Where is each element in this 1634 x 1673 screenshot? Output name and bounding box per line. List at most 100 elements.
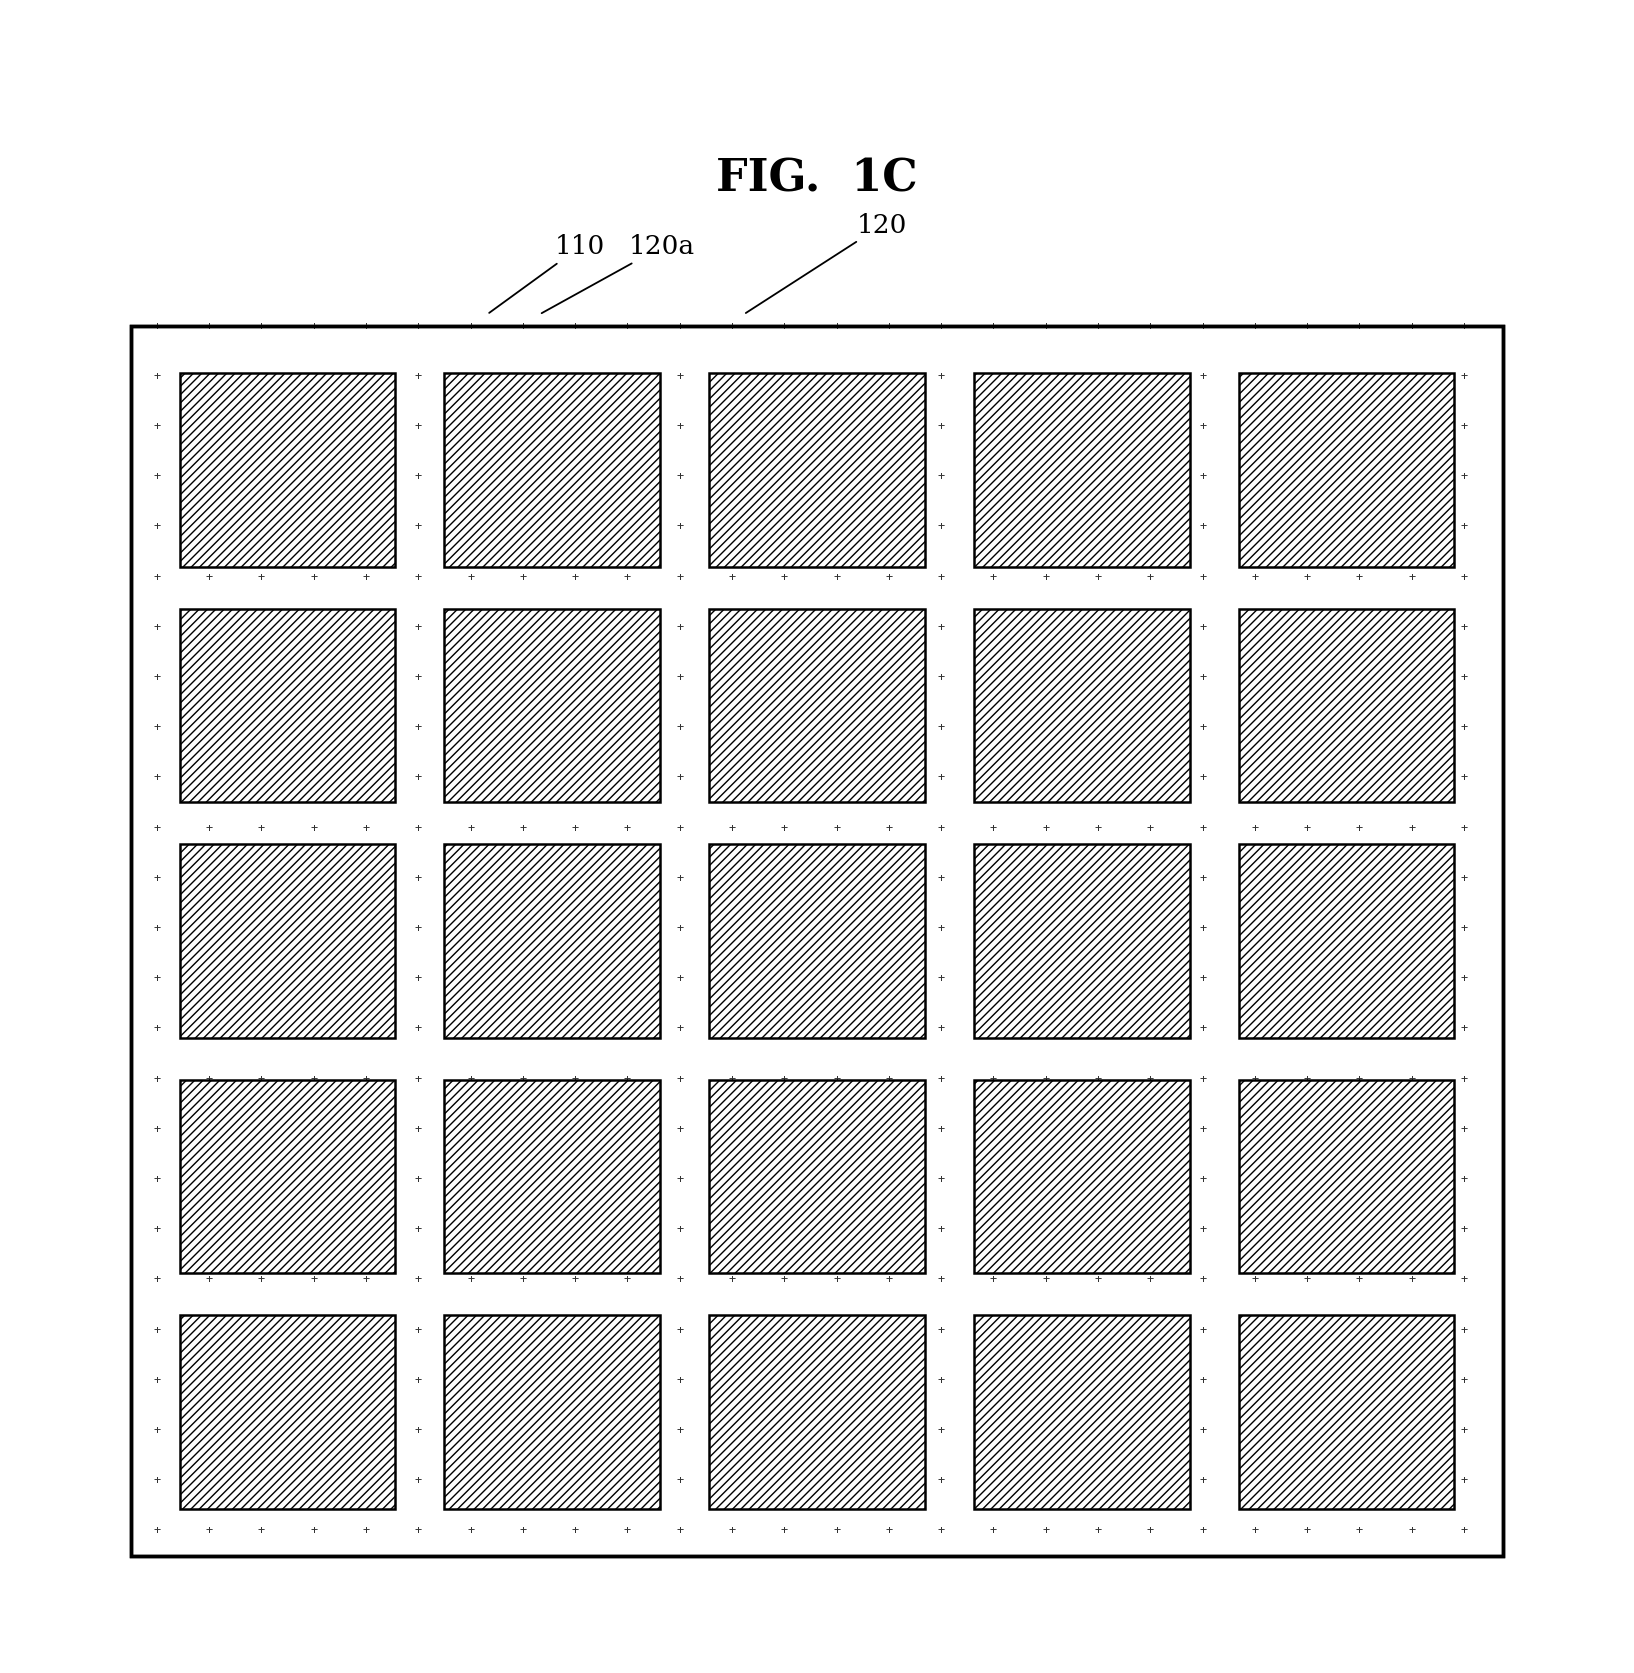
Text: +: + xyxy=(206,1474,212,1487)
Text: +: + xyxy=(1095,1474,1101,1487)
Text: +: + xyxy=(624,1072,631,1086)
Text: +: + xyxy=(1409,1374,1415,1387)
Text: +: + xyxy=(310,470,317,483)
Text: +: + xyxy=(154,1323,160,1337)
Text: 110: 110 xyxy=(489,234,605,313)
Text: +: + xyxy=(572,1323,578,1337)
Bar xyxy=(709,373,925,567)
Text: +: + xyxy=(1461,671,1467,684)
Text: +: + xyxy=(624,1424,631,1437)
Text: +: + xyxy=(572,370,578,383)
Text: +: + xyxy=(154,1374,160,1387)
Text: +: + xyxy=(206,922,212,935)
Text: +: + xyxy=(467,1524,474,1537)
Text: +: + xyxy=(1199,570,1206,584)
Text: 120: 120 xyxy=(745,212,907,313)
Text: +: + xyxy=(1147,320,1154,333)
Text: +: + xyxy=(833,420,840,433)
Text: +: + xyxy=(1147,1273,1154,1287)
Text: +: + xyxy=(363,420,369,433)
Text: +: + xyxy=(624,470,631,483)
Text: +: + xyxy=(1409,1022,1415,1036)
Text: +: + xyxy=(363,972,369,985)
Text: +: + xyxy=(415,1022,422,1036)
Bar xyxy=(709,1079,925,1273)
Text: +: + xyxy=(1199,872,1206,885)
Text: +: + xyxy=(1461,771,1467,785)
Text: +: + xyxy=(1095,520,1101,534)
Text: +: + xyxy=(781,1273,788,1287)
Text: +: + xyxy=(990,671,997,684)
Text: +: + xyxy=(363,1424,369,1437)
Text: +: + xyxy=(467,1072,474,1086)
Text: +: + xyxy=(1199,470,1206,483)
Text: +: + xyxy=(990,621,997,634)
Text: +: + xyxy=(206,420,212,433)
Text: +: + xyxy=(572,1273,578,1287)
Text: +: + xyxy=(572,771,578,785)
Text: +: + xyxy=(1409,621,1415,634)
Text: +: + xyxy=(1461,1072,1467,1086)
Text: +: + xyxy=(729,821,735,835)
Text: +: + xyxy=(1042,771,1049,785)
Text: +: + xyxy=(310,1173,317,1186)
Text: +: + xyxy=(886,1474,892,1487)
Text: +: + xyxy=(833,320,840,333)
Text: +: + xyxy=(938,1524,944,1537)
Text: +: + xyxy=(1304,1374,1310,1387)
Text: +: + xyxy=(1461,1123,1467,1136)
Text: +: + xyxy=(729,1474,735,1487)
Text: +: + xyxy=(520,922,526,935)
Text: +: + xyxy=(415,1474,422,1487)
Text: +: + xyxy=(833,821,840,835)
Text: +: + xyxy=(1461,1223,1467,1236)
Text: +: + xyxy=(1304,1323,1310,1337)
Text: +: + xyxy=(990,1323,997,1337)
Text: +: + xyxy=(572,922,578,935)
Text: +: + xyxy=(729,1173,735,1186)
Text: +: + xyxy=(1409,1323,1415,1337)
Text: +: + xyxy=(781,370,788,383)
Text: +: + xyxy=(1042,1424,1049,1437)
Text: +: + xyxy=(1199,1022,1206,1036)
Text: +: + xyxy=(258,1273,265,1287)
Text: +: + xyxy=(1409,771,1415,785)
Text: +: + xyxy=(1252,621,1258,634)
Text: +: + xyxy=(258,1424,265,1437)
Text: +: + xyxy=(258,320,265,333)
Text: +: + xyxy=(520,520,526,534)
Text: +: + xyxy=(520,420,526,433)
Text: +: + xyxy=(990,922,997,935)
Bar xyxy=(180,609,395,803)
Text: +: + xyxy=(310,621,317,634)
Bar xyxy=(180,845,395,1037)
Text: +: + xyxy=(1409,470,1415,483)
Text: +: + xyxy=(1042,470,1049,483)
Text: +: + xyxy=(1042,370,1049,383)
Text: +: + xyxy=(1304,1173,1310,1186)
Text: +: + xyxy=(676,721,683,734)
Text: +: + xyxy=(363,771,369,785)
Text: +: + xyxy=(363,1474,369,1487)
Text: +: + xyxy=(1042,1223,1049,1236)
Text: +: + xyxy=(624,1273,631,1287)
Text: +: + xyxy=(206,821,212,835)
Text: +: + xyxy=(467,621,474,634)
Text: +: + xyxy=(467,420,474,433)
Text: +: + xyxy=(572,470,578,483)
Text: +: + xyxy=(258,1072,265,1086)
Text: +: + xyxy=(990,1123,997,1136)
Text: +: + xyxy=(415,671,422,684)
Text: +: + xyxy=(676,671,683,684)
Text: +: + xyxy=(676,1474,683,1487)
Text: +: + xyxy=(938,721,944,734)
Text: +: + xyxy=(206,520,212,534)
Text: +: + xyxy=(781,520,788,534)
Text: +: + xyxy=(1095,1524,1101,1537)
Text: +: + xyxy=(1461,320,1467,333)
Text: +: + xyxy=(1409,721,1415,734)
Text: +: + xyxy=(1409,1424,1415,1437)
Text: +: + xyxy=(572,1173,578,1186)
Text: +: + xyxy=(467,821,474,835)
Text: +: + xyxy=(990,320,997,333)
